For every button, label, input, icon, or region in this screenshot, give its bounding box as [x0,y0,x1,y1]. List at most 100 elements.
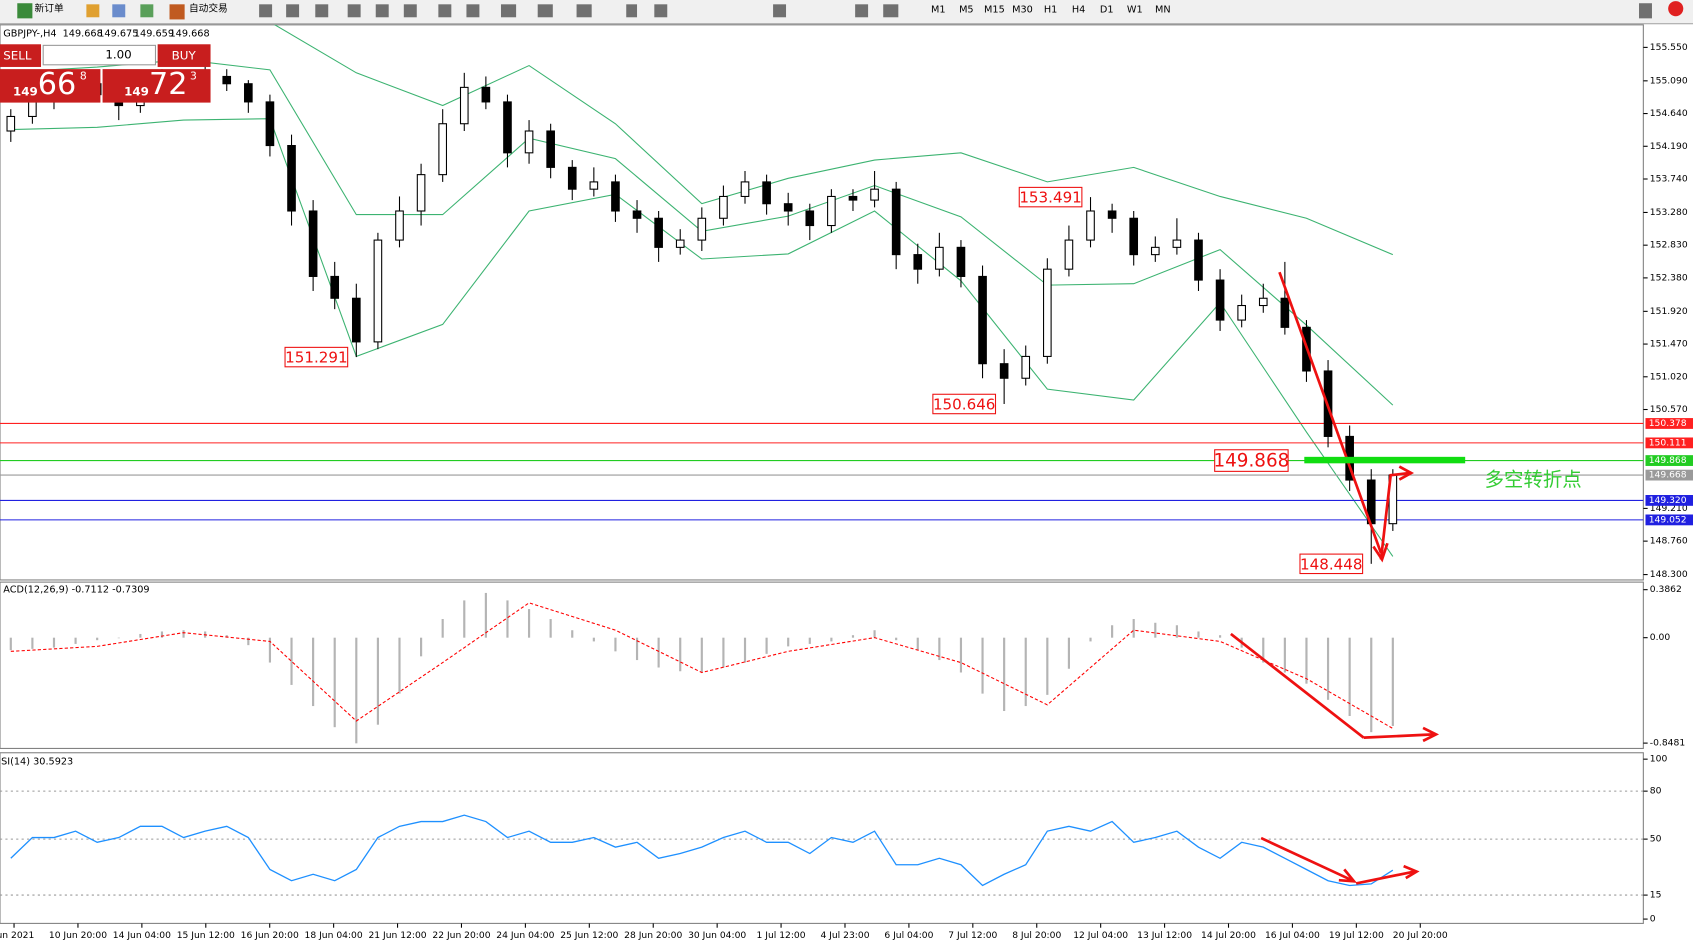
timeframe-button[interactable]: M15 [984,5,1005,16]
price-level-tag [1645,455,1693,466]
timeframe-button[interactable]: H1 [1044,5,1057,16]
timeframe-button[interactable]: D1 [1100,5,1114,16]
x-tick-label: 16 Jul 04:00 [1265,930,1320,941]
price-level-tag [1645,514,1693,526]
price-level-label: 149.868 [1649,455,1687,466]
candle-body [1172,239,1182,248]
auto-trading-icon[interactable] [169,4,185,20]
candle-body [395,210,404,241]
candle-body [503,101,512,154]
x-tick-label: 24 Jun 04:00 [496,930,554,941]
candle-body [1021,355,1031,379]
candle-body [654,217,663,248]
lot-input[interactable] [42,44,157,66]
candle-body [632,210,642,219]
macd-bar [830,637,833,642]
sell-button[interactable] [0,44,42,67]
tool-icon[interactable] [438,4,452,18]
tool-icon[interactable] [259,4,273,18]
candle-body [1129,217,1139,256]
arrowhead [1338,868,1357,883]
y-tick-label: 151.470 [1650,339,1688,350]
macd-bar [1326,637,1330,700]
candle-body [524,130,534,154]
candle-body [913,254,923,270]
x-tick-label: 16 Jun 20:00 [241,930,299,941]
y-tick-label: 148.760 [1650,536,1688,547]
tool-icon[interactable] [466,4,480,18]
x-tick-label: 10 Jun 20:00 [49,930,107,941]
price-level-tag [1645,469,1693,481]
macd-bar [700,637,703,673]
price-level-tag [1645,437,1693,449]
price-label: 153.491 [1019,189,1081,207]
timeframe-button[interactable]: H4 [1072,5,1085,16]
macd-title: ACD(12,26,9) -0.7112 -0.7309 [3,585,149,596]
macd-bar [1219,635,1222,638]
price-level-label: 150.378 [1649,418,1687,429]
macd-bar [1262,637,1265,663]
arrow [1230,632,1365,739]
tool-icon[interactable] [140,4,154,18]
tool-icon[interactable] [112,4,126,18]
tool-icon[interactable] [626,4,638,18]
trade-panel: SELL 1.00 BUY 149 66 8 149 72 3 [0,44,211,103]
ask-box[interactable] [102,69,211,103]
macd-bar [1175,625,1178,638]
macd-bar [1154,622,1157,638]
candle-body [244,83,253,103]
macd-bar [1305,637,1308,684]
macd-bar [247,637,250,646]
tool-icon[interactable] [315,4,329,18]
tool-icon[interactable] [537,4,553,18]
y-tick-label: 100 [1650,754,1668,765]
x-tick-label: 25 Jun 12:00 [560,930,618,941]
price-level-tag [1645,495,1693,506]
price-label-box [932,393,997,415]
search-icon[interactable] [1639,3,1652,19]
timeframe-button[interactable]: W1 [1127,5,1143,16]
tool-icon[interactable] [500,4,517,18]
x-tick-label: 14 Jun 04:00 [113,930,171,941]
new-order-button[interactable]: 新订单 [35,2,64,15]
macd-bar [1348,637,1351,716]
timeframe-button[interactable]: M5 [959,5,974,16]
tool-icon[interactable] [375,4,389,18]
ask-fraction: 3 [190,70,197,83]
tool-icon[interactable] [403,4,417,18]
macd-bar [938,637,941,661]
candle-body [1064,239,1074,270]
candle-body [805,210,815,227]
tool-icon[interactable] [347,4,361,18]
x-tick-label: 28 Jun 20:00 [624,930,682,941]
x-tick-label: 20 Jul 20:00 [1393,930,1448,941]
buy-button[interactable] [157,44,211,67]
macd-bar [635,637,639,661]
y-tick-label: 151.920 [1650,306,1688,317]
macd-bar [1197,631,1200,638]
tool-icon[interactable] [883,4,899,18]
macd-bar [873,630,876,638]
candle-body [351,297,361,343]
candle-body [956,246,966,277]
timeframe-button[interactable]: M1 [931,5,946,16]
new-order-icon[interactable] [17,3,33,19]
tool-icon[interactable] [286,4,300,18]
bid-box[interactable] [0,69,101,103]
candle-body [1107,210,1117,219]
candle-body [870,188,879,201]
timeframe-button[interactable]: M30 [1012,5,1033,16]
tool-icon[interactable] [654,4,668,18]
candle-body [935,246,944,270]
macd-bar [1003,637,1006,712]
tool-icon[interactable] [855,4,869,18]
auto-trading-button[interactable]: 自动交易 [189,2,228,15]
tool-icon[interactable] [576,4,592,18]
timeframe-button[interactable]: MN [1155,5,1171,16]
macd-bar [959,637,963,673]
price-level-label: 149.052 [1649,514,1687,525]
header-price: 149.668 [170,28,210,39]
tool-icon[interactable] [86,4,100,18]
notification-badge[interactable] [1668,1,1684,17]
tool-icon[interactable] [773,4,787,18]
